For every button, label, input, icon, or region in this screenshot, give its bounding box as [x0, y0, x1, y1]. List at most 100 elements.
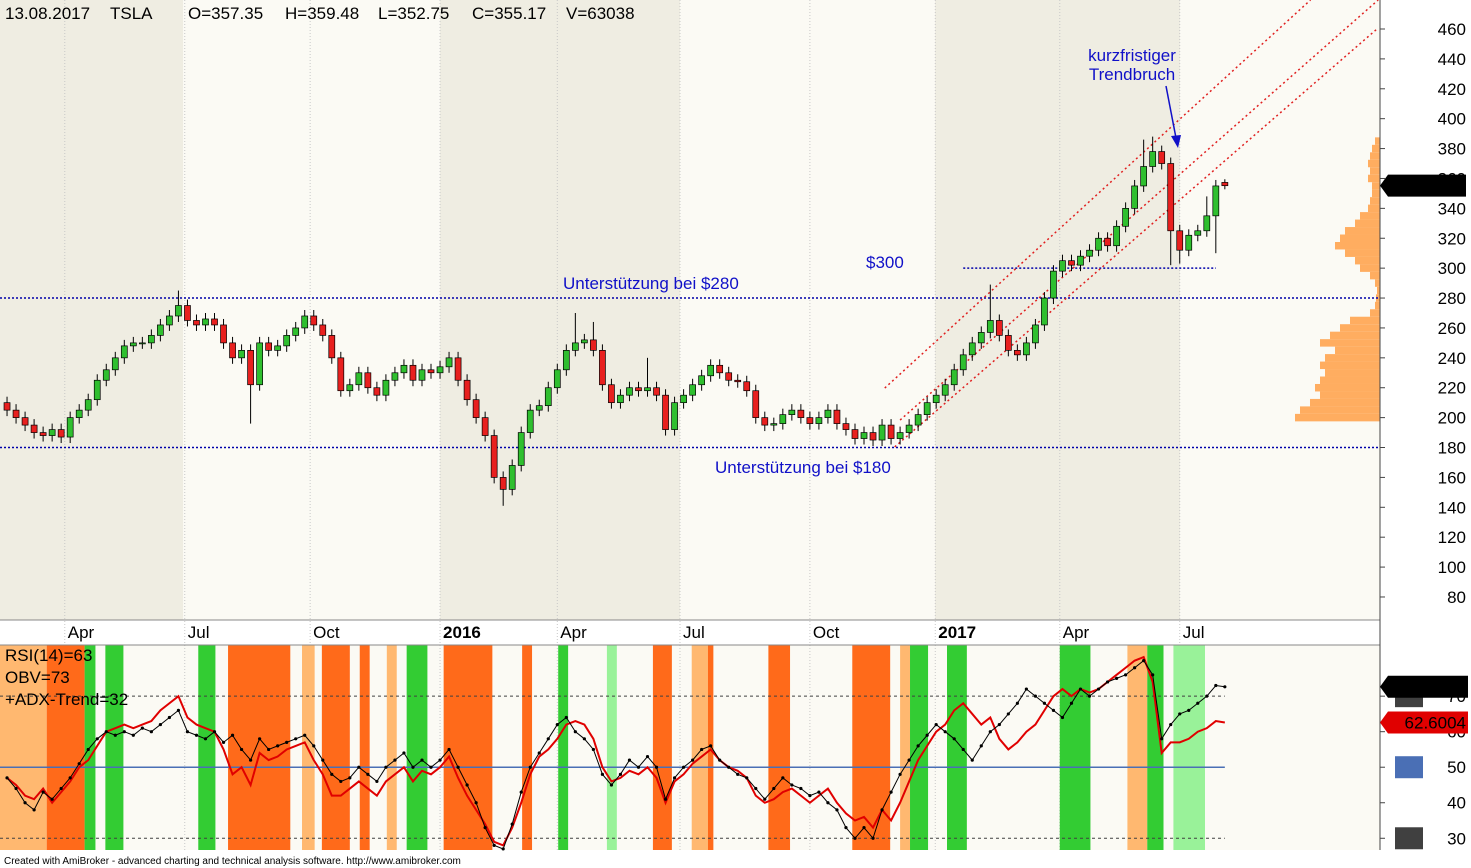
indicator-line	[6, 659, 1225, 850]
indicator-point	[276, 744, 280, 748]
candle-body	[689, 384, 696, 396]
volume-profile-bar	[1360, 264, 1380, 272]
candle-body	[698, 375, 705, 386]
candle-body	[138, 342, 146, 345]
candle-body	[1059, 260, 1066, 272]
indicator-point	[32, 808, 36, 812]
candle-body	[1113, 225, 1120, 247]
candle-body	[265, 342, 272, 351]
candle-body	[301, 315, 309, 329]
legend-entry: OBV=73	[5, 668, 70, 687]
candle-body	[914, 414, 922, 426]
candle-body	[653, 387, 660, 396]
indicator-point	[267, 747, 271, 752]
volume-profile-bar	[1370, 309, 1380, 317]
candle-body	[707, 364, 715, 377]
indicator-point	[239, 747, 244, 752]
indicator-point	[366, 772, 370, 776]
indicator-point	[609, 783, 614, 787]
volume-profile-bar	[1375, 137, 1380, 145]
candle-body	[770, 423, 778, 426]
annotation: kurzfristiger	[1088, 46, 1176, 65]
indicator-point	[1133, 666, 1137, 670]
y-tick-box	[1395, 756, 1423, 779]
y-tick-label: 100	[1438, 558, 1466, 577]
indicator-point	[140, 726, 144, 730]
candle-body	[1104, 237, 1111, 247]
indicator-point	[510, 822, 514, 826]
candle-body	[608, 384, 615, 404]
candle-body	[148, 335, 155, 344]
indicator-point	[709, 744, 713, 748]
indicator-point	[203, 737, 208, 741]
candle-body	[590, 339, 597, 351]
indicator-point	[501, 847, 505, 851]
indicator-point	[1051, 708, 1056, 712]
indicator-point	[618, 772, 623, 776]
header-symbol: TSLA	[110, 4, 153, 23]
indicator-point	[312, 744, 316, 748]
trend-band	[852, 645, 891, 850]
volume-profile-bar	[1325, 369, 1380, 377]
candle-body	[806, 417, 814, 424]
candle-body	[283, 335, 291, 347]
candle-body	[454, 357, 462, 381]
indicator-point	[221, 740, 226, 744]
candle-body	[761, 417, 769, 426]
indicator-point	[402, 751, 406, 755]
indicator-point	[988, 730, 992, 734]
candle-body	[102, 369, 110, 381]
last-value-box	[1380, 675, 1468, 698]
indicator-point	[555, 722, 559, 727]
candle-body	[1194, 230, 1202, 236]
indicator-point	[826, 801, 830, 805]
last-value-box	[1380, 711, 1468, 734]
indicator-point	[871, 836, 875, 840]
indicator-point	[546, 737, 550, 741]
indicator-point	[907, 758, 911, 762]
indicator-point	[321, 758, 325, 762]
indicator-point	[248, 758, 253, 762]
volume-profile-bar	[1372, 144, 1380, 153]
indicator-point	[492, 843, 496, 847]
volume-profile-bar	[1377, 286, 1380, 295]
indicator-point	[14, 786, 18, 791]
indicator-point	[1178, 712, 1182, 716]
candle-body	[175, 305, 182, 317]
candle-body	[1203, 215, 1211, 232]
last-value-label: 72.6342	[1405, 678, 1466, 697]
y-tick-label: 420	[1438, 80, 1466, 99]
candle-body	[626, 387, 633, 396]
indicator-point	[456, 765, 460, 769]
candle-body	[644, 387, 651, 392]
candle-body	[166, 315, 173, 326]
indicator-point	[438, 758, 442, 762]
indicator-point	[1187, 708, 1191, 712]
indicator-point	[835, 808, 839, 812]
indicator-point	[1124, 673, 1128, 677]
indicator-point	[952, 737, 956, 741]
indicator-point	[808, 794, 812, 798]
candle-body	[716, 364, 724, 374]
y-tick-label: 340	[1438, 199, 1466, 218]
candle-body	[1149, 151, 1157, 167]
indicator-point	[862, 826, 866, 830]
candle-body	[1086, 249, 1093, 257]
indicator-point	[1042, 701, 1047, 705]
y-tick-label: 140	[1438, 498, 1466, 517]
trend-band	[443, 645, 493, 850]
candle-body	[1041, 297, 1048, 326]
candle-body	[860, 432, 868, 439]
x-tick-label: Apr	[560, 623, 587, 642]
trend-band	[1059, 645, 1091, 850]
trend-band	[228, 645, 291, 850]
trend-band	[522, 645, 533, 850]
indicator-point	[636, 765, 641, 769]
x-tick-label: 2017	[938, 623, 976, 642]
volume-profile-bar	[1370, 271, 1380, 280]
trend-band	[321, 645, 350, 850]
candle-body	[292, 327, 300, 336]
indicator-point	[113, 733, 117, 737]
x-tick-label: Apr	[68, 623, 95, 642]
trend-band	[386, 645, 397, 850]
